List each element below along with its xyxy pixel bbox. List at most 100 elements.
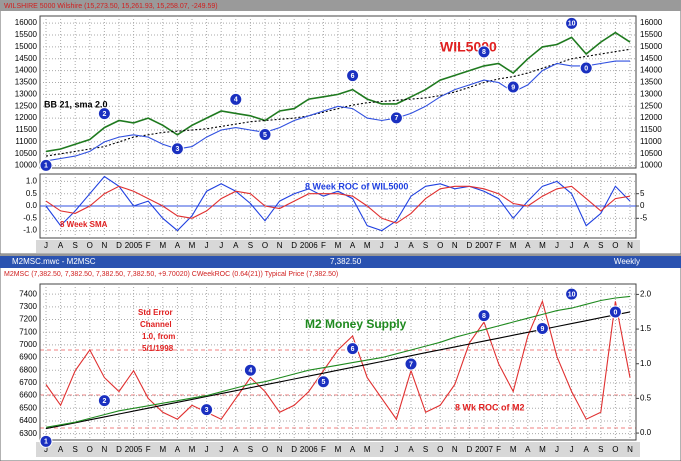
y-tick-label-right: 13500 xyxy=(640,78,663,87)
x-tick-label: N xyxy=(627,445,633,454)
x-tick-label: M xyxy=(189,241,196,250)
x-tick-label: N xyxy=(102,445,108,454)
marker-circle xyxy=(229,92,243,106)
y-tick-label: -1.0 xyxy=(23,226,37,235)
y-tick-label: 6600 xyxy=(19,391,37,400)
x-tick-label: 2005 xyxy=(125,445,143,454)
x-tick-label: 2007 xyxy=(475,445,493,454)
marker-label: 10 xyxy=(568,21,576,28)
marker-label: 0 xyxy=(584,65,588,72)
x-tick-label: 2005 xyxy=(125,241,143,250)
x-tick-label: A xyxy=(525,445,531,454)
marker-label: 2 xyxy=(102,398,106,405)
y-tick-label: 6400 xyxy=(19,416,37,425)
marker-circle xyxy=(535,321,549,335)
annotation: 8 Wk ROC of M2 xyxy=(455,402,525,412)
y-tick-label-right: 10000 xyxy=(640,161,663,170)
series-line xyxy=(45,311,631,430)
marker-label: 5 xyxy=(321,379,325,386)
bottom-price: 7,382.50 xyxy=(330,257,362,266)
marker-label: 8 xyxy=(482,313,486,320)
x-tick-label: S xyxy=(423,445,428,454)
marker-label: 1 xyxy=(44,163,48,170)
series-line xyxy=(45,175,631,232)
x-tick-label: N xyxy=(277,445,283,454)
marker-label: 10 xyxy=(568,291,576,298)
x-tick-label: S xyxy=(423,241,428,250)
annotation: Std Error xyxy=(138,308,173,317)
y-tick-label-right: 11500 xyxy=(640,125,662,134)
y-tick-label-right: 13000 xyxy=(640,89,663,98)
x-tick-label: A xyxy=(350,241,356,250)
x-tick-label: A xyxy=(175,445,181,454)
x-tick-label: F xyxy=(321,241,326,250)
marker-circle xyxy=(389,111,403,125)
x-tick-label: O xyxy=(87,241,93,250)
x-tick-label: D xyxy=(291,241,297,250)
x-tick-label: O xyxy=(437,445,443,454)
annotation: 8 Week SMA xyxy=(60,220,108,229)
y-tick-label: 6700 xyxy=(19,378,37,387)
y-tick-label: 16000 xyxy=(15,18,38,27)
annotation: M2 Money Supply xyxy=(305,317,407,331)
x-tick-label: 2006 xyxy=(300,445,318,454)
x-tick-label: F xyxy=(321,445,326,454)
x-tick-label: S xyxy=(248,445,253,454)
x-tick-label: J xyxy=(380,241,384,250)
x-tick-label: F xyxy=(496,241,501,250)
y2-tick-label: 5 xyxy=(640,189,645,198)
x-tick-label: N xyxy=(102,241,108,250)
x-tick-label: O xyxy=(437,241,443,250)
x-tick-label: S xyxy=(73,445,78,454)
series-line xyxy=(45,60,630,162)
x-tick-label: M xyxy=(335,241,342,250)
marker-circle xyxy=(565,16,579,30)
y-tick-label: 11500 xyxy=(15,125,37,134)
x-tick-label: M xyxy=(335,445,342,454)
x-tick-label: O xyxy=(612,445,618,454)
y-tick-label-right: 11000 xyxy=(640,137,662,146)
month-strip xyxy=(36,442,640,457)
x-tick-label: N xyxy=(627,241,633,250)
x-tick-label: A xyxy=(525,241,531,250)
y-tick-label: 10000 xyxy=(15,161,38,170)
marker-circle xyxy=(346,342,360,356)
x-tick-label: 2007 xyxy=(475,241,493,250)
bottom-title: M2MSC.mwc - M2MSC xyxy=(12,257,96,266)
y2-tick-label: 2.0 xyxy=(640,290,652,299)
x-tick-label: A xyxy=(584,241,590,250)
bottom-period: Weekly xyxy=(614,257,640,266)
marker-circle xyxy=(346,69,360,83)
y2-tick-label: 0.0 xyxy=(640,428,652,437)
x-tick-label: J xyxy=(44,445,48,454)
bottom-header: M2MSC (7,382.50, 7,382.50, 7,382.50, 7,3… xyxy=(4,271,338,278)
y-tick-label: 7200 xyxy=(19,315,37,324)
bottom-title-bar[interactable] xyxy=(0,256,681,268)
marker-label: 6 xyxy=(351,346,355,353)
x-tick-label: A xyxy=(584,445,590,454)
x-tick-label: F xyxy=(146,241,151,250)
marker-circle xyxy=(97,107,111,121)
y-tick-label: 10500 xyxy=(15,149,38,158)
marker-label: 8 xyxy=(482,49,486,56)
x-tick-label: J xyxy=(570,241,574,250)
marker-circle xyxy=(579,61,593,75)
x-tick-label: J xyxy=(44,241,48,250)
x-tick-label: D xyxy=(467,445,473,454)
x-tick-label: J xyxy=(555,241,559,250)
x-tick-label: M xyxy=(539,241,546,250)
marker-circle xyxy=(608,305,622,319)
x-tick-label: A xyxy=(175,241,181,250)
top-window xyxy=(0,0,681,255)
marker-label: 2 xyxy=(102,111,106,118)
x-tick-label: M xyxy=(364,241,371,250)
x-tick-label: O xyxy=(262,241,268,250)
x-tick-label: A xyxy=(408,445,414,454)
y-tick-label: 0.0 xyxy=(26,201,38,210)
y-tick-label: 7300 xyxy=(19,302,37,311)
x-tick-label: A xyxy=(233,241,239,250)
x-tick-label: A xyxy=(58,445,64,454)
x-tick-label: J xyxy=(555,445,559,454)
marker-label: 3 xyxy=(175,146,179,153)
